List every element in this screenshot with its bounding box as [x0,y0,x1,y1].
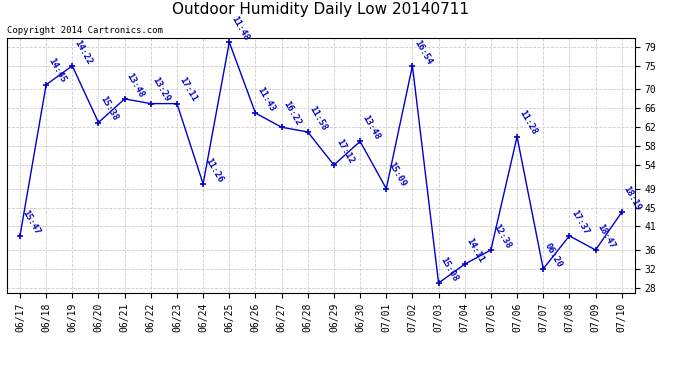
Text: 14:45: 14:45 [46,57,68,85]
Text: 06:20: 06:20 [543,241,564,269]
Text: 16:22: 16:22 [282,99,303,127]
Text: 13:29: 13:29 [151,76,172,104]
Title: Outdoor Humidity Daily Low 20140711: Outdoor Humidity Daily Low 20140711 [172,2,469,17]
Text: 15:38: 15:38 [99,95,119,123]
Text: 13:48: 13:48 [125,71,146,99]
Text: 17:37: 17:37 [569,208,591,236]
Text: 15:09: 15:09 [386,161,408,189]
Text: 18:19: 18:19 [622,184,643,212]
Text: 14:11: 14:11 [465,236,486,264]
Text: Copyright 2014 Cartronics.com: Copyright 2014 Cartronics.com [7,26,163,35]
Text: 11:28: 11:28 [517,109,538,136]
Text: 13:48: 13:48 [360,114,382,141]
Text: 15:08: 15:08 [439,255,460,283]
Text: 12:38: 12:38 [491,222,512,250]
Text: 11:58: 11:58 [308,104,329,132]
Text: 17:11: 17:11 [177,76,198,104]
Text: 14:22: 14:22 [72,38,94,66]
Text: 11:48: 11:48 [229,15,250,42]
Text: 18:47: 18:47 [595,222,617,250]
Text: 11:43: 11:43 [255,85,277,113]
Text: 11:26: 11:26 [203,156,224,184]
Text: 17:12: 17:12 [334,137,355,165]
Text: 15:47: 15:47 [20,208,41,236]
Text: 16:54: 16:54 [413,38,433,66]
